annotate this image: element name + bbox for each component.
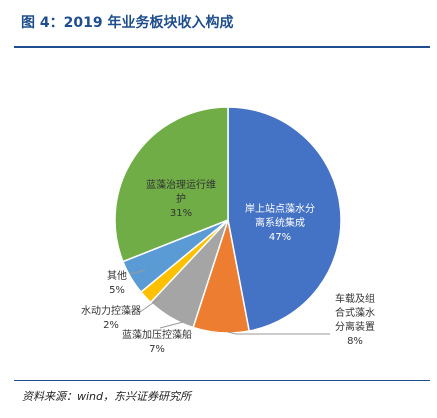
title-divider xyxy=(14,46,430,48)
source-note: 资料来源：wind，东兴证券研究所 xyxy=(22,390,192,403)
pie-chart: 岸上站点藻水分离系统集成 47% 车载及组合式藻水分离装置 8% 蓝藻加压控藻船 7%水动… xyxy=(81,106,375,355)
pie-slice xyxy=(227,106,342,332)
leader-line xyxy=(139,297,161,313)
slice-label: 蓝藻治理运行维护 31% xyxy=(146,178,216,219)
slice-label: 其他 5% xyxy=(107,269,127,296)
leader-line xyxy=(159,321,184,329)
pie-slice xyxy=(114,106,229,263)
leader-line xyxy=(129,269,146,275)
source-divider xyxy=(14,380,430,381)
leader-line xyxy=(227,331,330,335)
figure-title: 图 4：2019 年业务板块收入构成 xyxy=(21,15,234,31)
slice-label: 车载及组合式藻水分离装置 8% xyxy=(335,292,375,347)
slice-label: 蓝藻加压控藻船 7% xyxy=(122,328,192,355)
slice-label: 水动力控藻器 2% xyxy=(81,304,141,331)
slice-label: 岸上站点藻水分离系统集成 47% xyxy=(245,202,315,243)
